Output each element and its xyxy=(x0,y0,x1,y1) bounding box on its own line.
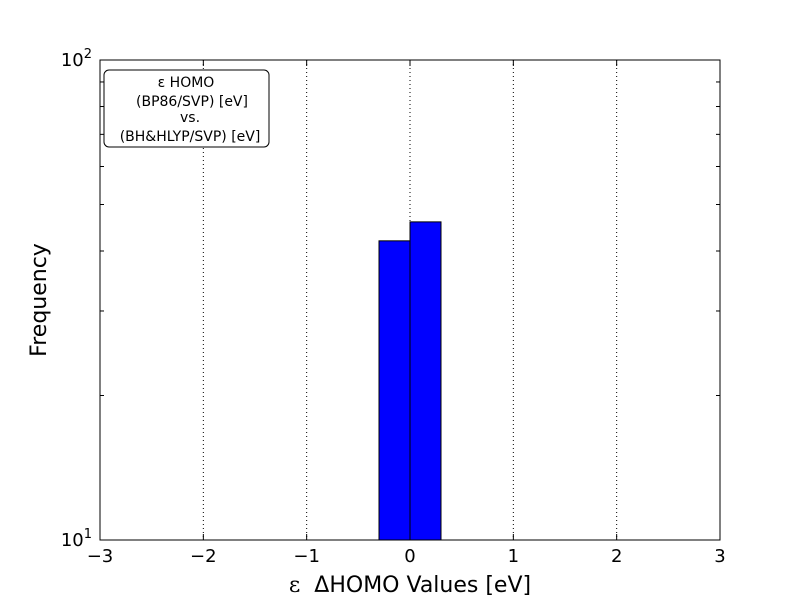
y-tick-label: 102 xyxy=(61,47,92,71)
x-tick-label: 2 xyxy=(611,546,622,567)
histogram-bar-2 xyxy=(409,221,442,541)
ticks xyxy=(99,59,721,541)
x-axis-label: ε ΔHOMO Values [eV] xyxy=(289,573,531,598)
x-tick-label: −3 xyxy=(87,546,114,567)
legend-line-2: (BP86/SVP) [eV] xyxy=(136,94,248,110)
x-tick-label: −2 xyxy=(190,546,217,567)
x-tick-label: 3 xyxy=(714,546,725,567)
x-axis-label-text: ΔHOMO Values [eV] xyxy=(314,573,531,598)
x-tick-label: 1 xyxy=(508,546,519,567)
x-tick-label: −1 xyxy=(293,546,320,567)
legend-line-4: (BH&HLYP/SVP) [eV] xyxy=(120,129,261,145)
legend-line-1: ε HOMO xyxy=(158,75,215,91)
y-tick-label: 101 xyxy=(61,527,92,551)
y-axis-label: Frequency xyxy=(27,243,52,357)
legend-line-3: vs. xyxy=(180,110,200,126)
bars xyxy=(378,221,442,541)
y-tick-labels: 101 102 xyxy=(61,47,92,551)
histogram-bar-1 xyxy=(378,240,411,541)
legend: ε HOMO (BP86/SVP) [eV] vs. (BH&HLYP/SVP)… xyxy=(103,69,270,148)
x-tick-label: 0 xyxy=(404,546,415,567)
legend-box xyxy=(103,69,270,148)
x-tick-labels: −3 −2 −1 0 1 2 3 xyxy=(87,546,726,567)
x-axis-label-epsilon: ε xyxy=(289,573,300,598)
